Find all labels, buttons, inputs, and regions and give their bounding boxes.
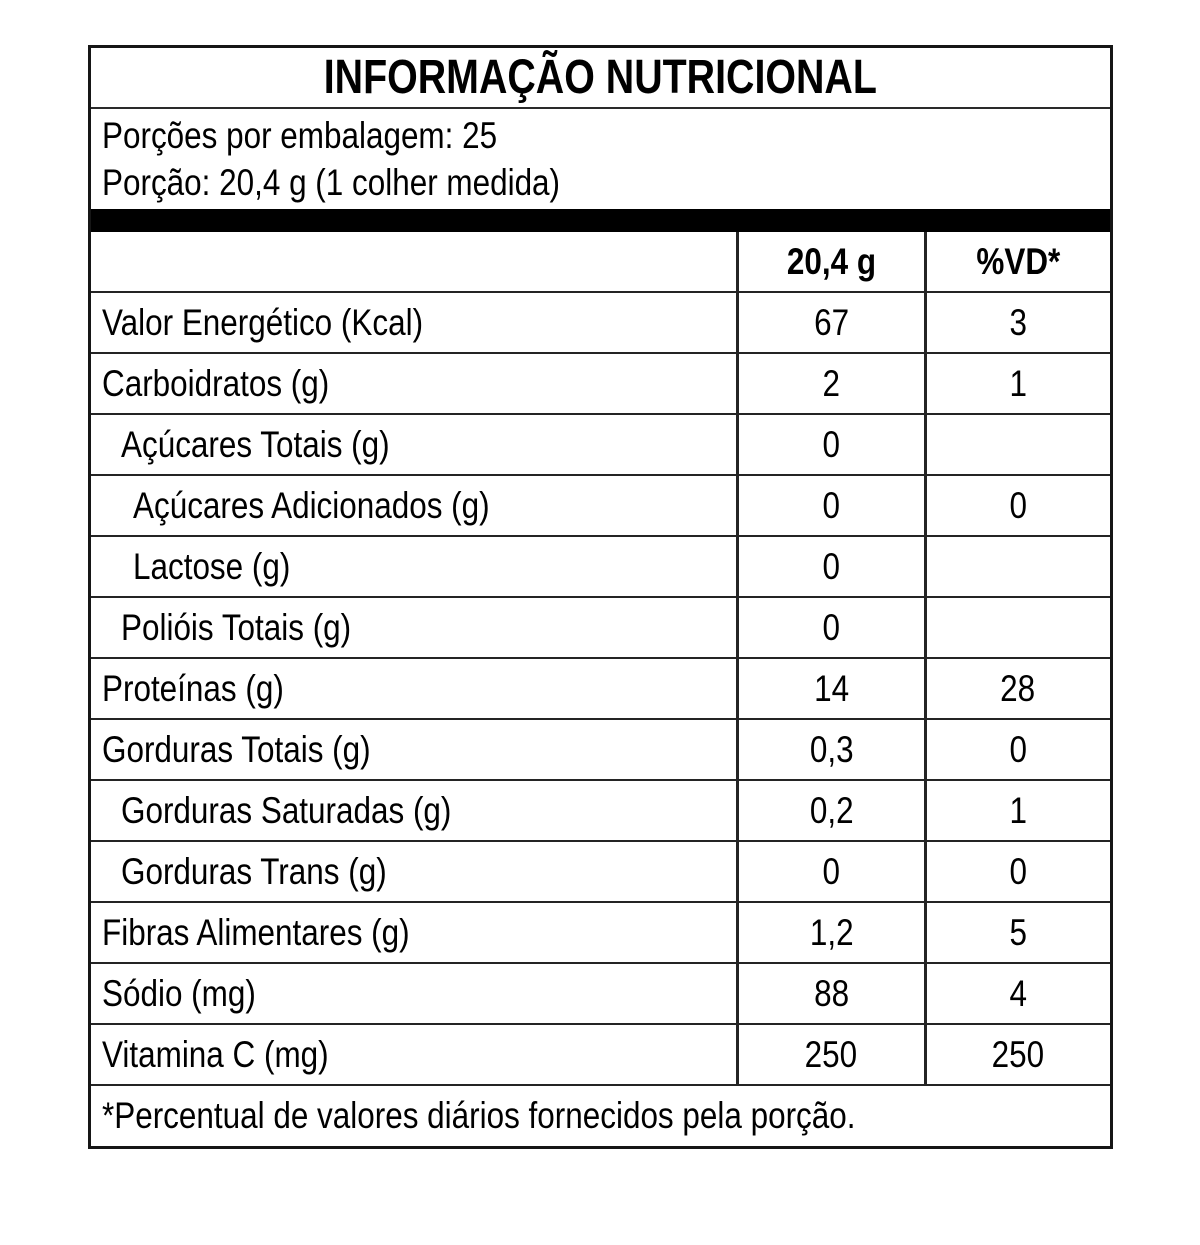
table-row: Açúcares Totais (g) 0	[90, 413, 1110, 476]
row-amount: 88	[736, 962, 927, 1025]
row-amount: 2	[736, 352, 927, 415]
row-amount: 0	[736, 535, 927, 598]
row-amount: 0	[736, 840, 927, 903]
row-label: Polióis Totais (g)	[90, 596, 739, 659]
row-label: Gorduras Totais (g)	[90, 718, 739, 781]
row-label: Carboidratos (g)	[90, 352, 739, 415]
header-row: 20,4 g %VD*	[90, 232, 1110, 293]
row-vd: 4	[923, 962, 1110, 1025]
nutrition-facts-table: INFORMAÇÃO NUTRICIONAL Porções por embal…	[87, 45, 1113, 1149]
row-vd: 0	[923, 840, 1110, 903]
table-row: Valor Energético (Kcal) 67 3	[90, 291, 1110, 354]
row-label: Proteínas (g)	[90, 657, 739, 720]
row-vd	[923, 413, 1110, 476]
portion-info: Porções por embalagem: 25 Porção: 20,4 g…	[91, 109, 1110, 209]
row-vd: 1	[923, 779, 1110, 842]
row-vd: 250	[923, 1023, 1110, 1084]
row-vd: 28	[923, 657, 1110, 720]
table-row: Gorduras Trans (g) 0 0	[90, 840, 1110, 903]
table-title: INFORMAÇÃO NUTRICIONAL	[323, 51, 877, 104]
table-row: Carboidratos (g) 2 1	[90, 352, 1110, 415]
row-vd: 0	[923, 718, 1110, 781]
row-label: Gorduras Trans (g)	[90, 840, 739, 903]
row-label: Gorduras Saturadas (g)	[90, 779, 739, 842]
row-label: Fibras Alimentares (g)	[90, 901, 739, 964]
servings-per-package: Porções por embalagem: 25	[102, 112, 1110, 159]
row-label: Vitamina C (mg)	[90, 1023, 739, 1084]
row-amount: 0	[736, 413, 927, 476]
serving-size-text: Porção: 20,4 g (1 colher medida)	[101, 162, 560, 203]
table-row: Fibras Alimentares (g) 1,2 5	[90, 901, 1110, 964]
row-label: Valor Energético (Kcal)	[90, 291, 739, 354]
row-vd: 0	[923, 474, 1110, 537]
row-amount: 0	[736, 596, 927, 659]
row-amount: 67	[736, 291, 927, 354]
divider-bar	[90, 209, 1110, 232]
table-title-row: INFORMAÇÃO NUTRICIONAL	[90, 48, 1110, 109]
table-row: Lactose (g) 0	[90, 535, 1110, 598]
table-row: Gorduras Totais (g) 0,3 0	[90, 718, 1110, 781]
nutrient-table: 20,4 g %VD* Valor Energético (Kcal) 67 3…	[90, 232, 1110, 1084]
table-row: Açúcares Adicionados (g) 0 0	[90, 474, 1110, 537]
row-vd	[923, 535, 1110, 598]
footnote-text: *Percentual de valores diários fornecido…	[101, 1095, 855, 1136]
row-amount: 0	[736, 474, 927, 537]
row-amount: 0,2	[736, 779, 927, 842]
row-vd	[923, 596, 1110, 659]
footnote: *Percentual de valores diários fornecido…	[90, 1084, 1110, 1146]
table-row: Vitamina C (mg) 250 250	[90, 1023, 1110, 1084]
row-amount: 14	[736, 657, 927, 720]
row-label: Lactose (g)	[90, 535, 739, 598]
table-row: Gorduras Saturadas (g) 0,2 1	[90, 779, 1110, 842]
row-amount: 1,2	[736, 901, 927, 964]
header-amount: 20,4 g	[736, 232, 927, 293]
table-row: Polióis Totais (g) 0	[90, 596, 1110, 659]
header-empty-cell	[90, 232, 739, 293]
serving-size: Porção: 20,4 g (1 colher medida)	[102, 159, 1110, 206]
table-row: Proteínas (g) 14 28	[90, 657, 1110, 720]
row-label: Açúcares Adicionados (g)	[90, 474, 739, 537]
row-label: Açúcares Totais (g)	[90, 413, 739, 476]
header-vd: %VD*	[923, 232, 1110, 293]
row-amount: 0,3	[736, 718, 927, 781]
row-amount: 250	[736, 1023, 927, 1084]
row-vd: 1	[923, 352, 1110, 415]
table-row: Sódio (mg) 88 4	[90, 962, 1110, 1025]
row-vd: 3	[923, 291, 1110, 354]
row-vd: 5	[923, 901, 1110, 964]
row-label: Sódio (mg)	[90, 962, 739, 1025]
servings-per-package-text: Porções por embalagem: 25	[101, 115, 497, 156]
